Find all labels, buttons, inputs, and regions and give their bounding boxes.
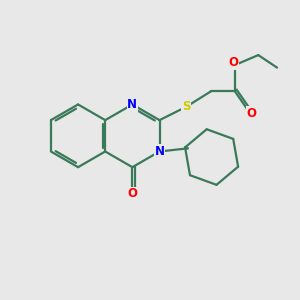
Text: O: O: [228, 56, 238, 70]
Text: O: O: [128, 187, 137, 200]
Text: S: S: [182, 100, 190, 113]
Text: N: N: [154, 145, 164, 158]
Text: O: O: [247, 106, 257, 119]
Text: N: N: [128, 98, 137, 111]
